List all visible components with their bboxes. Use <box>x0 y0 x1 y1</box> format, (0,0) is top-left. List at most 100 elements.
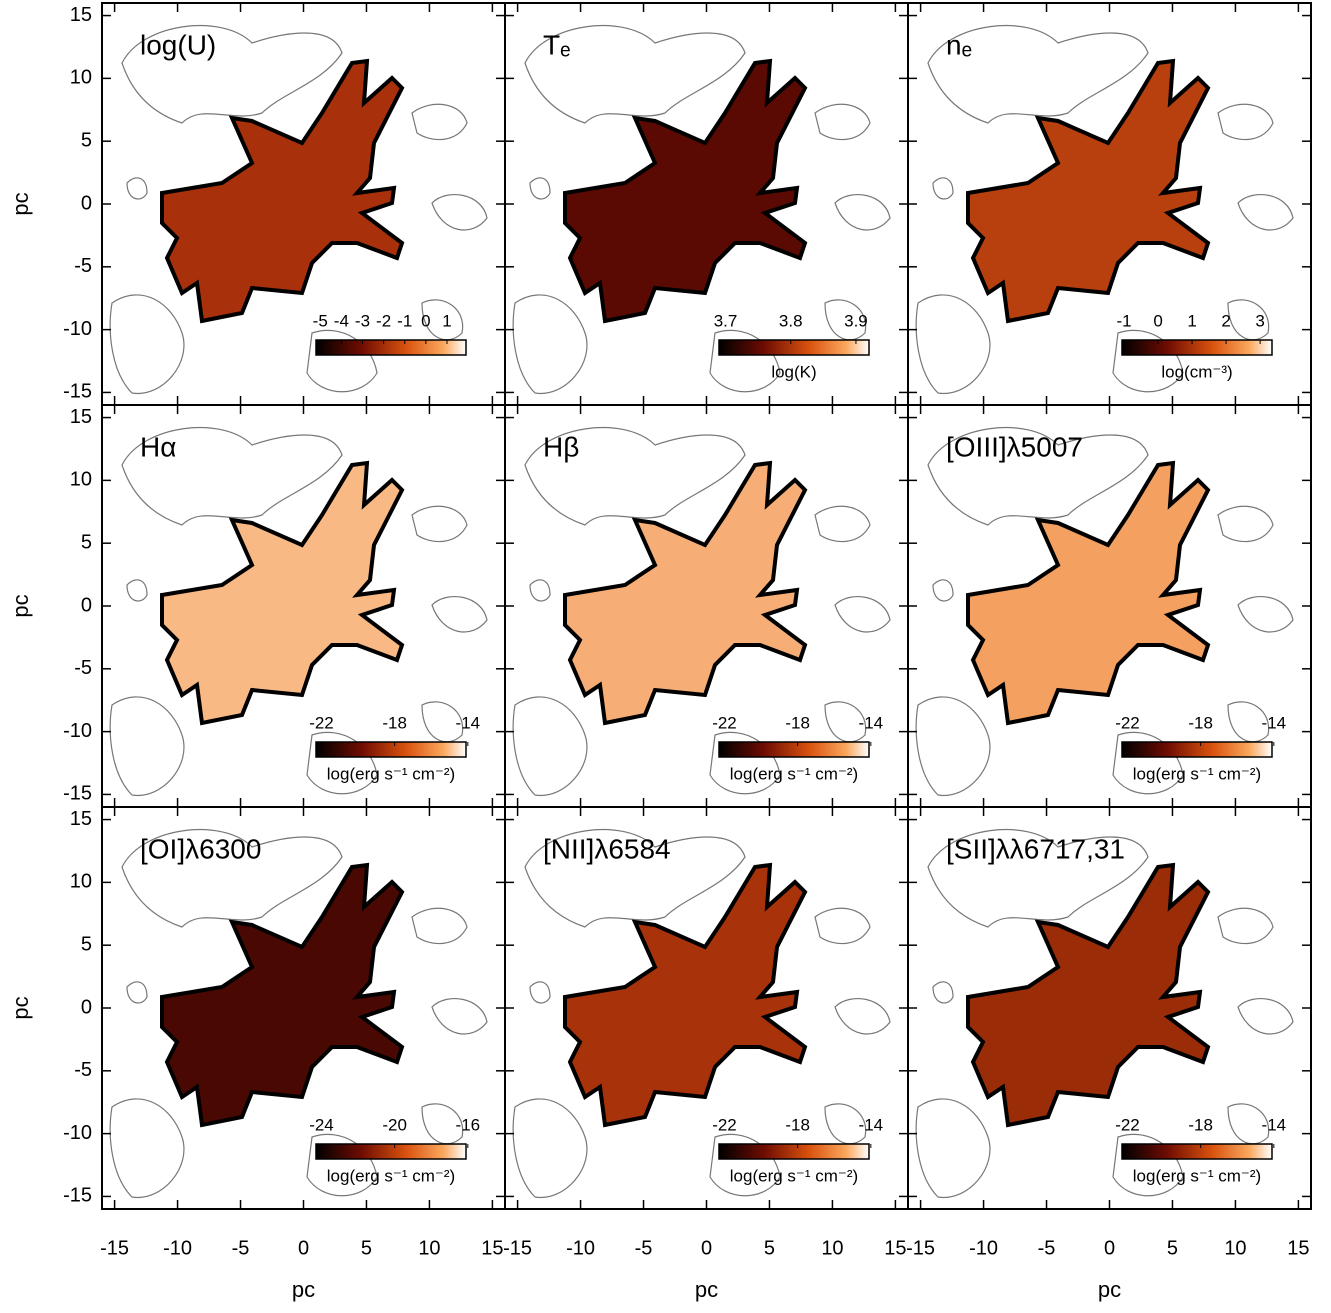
colorbar-label: log(cm⁻³) <box>1161 362 1232 381</box>
panel: -15 -10 -5 0 5 10 15 -15 -10 -5 0 5 10 15 pc pc [OI]λ630… <box>8 806 506 1302</box>
colorbar-tick-label: 3.8 <box>779 311 803 330</box>
map-region <box>966 59 1210 323</box>
colorbar-tick-label: -22 <box>1115 713 1140 732</box>
colorbar-tick-label: -22 <box>1115 1115 1140 1134</box>
x-tick-label: 5 <box>1167 1237 1178 1259</box>
colorbar-tick-label: 3.9 <box>844 311 868 330</box>
x-tick-label: -5 <box>232 1237 250 1259</box>
panel-title: log(U) <box>140 29 216 60</box>
x-axis-label: pc <box>1098 1277 1121 1302</box>
panel-title: Hα <box>140 431 176 462</box>
colorbar-label: log(erg s⁻¹ cm⁻²) <box>730 764 858 783</box>
panel-title: Hβ <box>543 431 579 462</box>
map-region <box>966 461 1210 725</box>
x-tick-label: 0 <box>298 1237 309 1259</box>
x-tick-label: 10 <box>1224 1237 1246 1259</box>
map-region <box>563 461 807 725</box>
colorbar <box>1121 339 1273 356</box>
colorbar <box>718 339 870 356</box>
x-tick-label: 0 <box>1104 1237 1115 1259</box>
colorbar-tick-label: -24 <box>309 1115 334 1134</box>
colorbar-tick-label: -4 <box>334 311 349 330</box>
colorbar-tick-label: -22 <box>712 713 737 732</box>
x-tick-label: 15 <box>1287 1237 1309 1259</box>
colorbar-tick-label: 3.7 <box>714 311 738 330</box>
colorbar-tick-label: -3 <box>355 311 370 330</box>
colorbar-tick-label: -18 <box>1188 1115 1213 1134</box>
panel-title: [OI]λ6300 <box>140 833 261 864</box>
y-tick-label: 0 <box>81 594 92 616</box>
colorbar <box>1121 1143 1273 1160</box>
colorbar-tick-label: -18 <box>785 713 810 732</box>
x-tick-label: 10 <box>821 1237 843 1259</box>
colorbar-tick-label: -18 <box>1188 713 1213 732</box>
y-tick-label: 10 <box>70 469 92 491</box>
y-tick-label: 15 <box>70 4 92 26</box>
map-region <box>160 863 404 1127</box>
map-region <box>966 863 1210 1127</box>
y-tick-label: 10 <box>70 67 92 89</box>
x-tick-label: -10 <box>969 1237 998 1259</box>
panel: [OIII]λ5007 -22 -18 -14 log(erg s⁻¹ cm⁻²) <box>907 404 1312 808</box>
x-tick-label: 5 <box>361 1237 372 1259</box>
map-region <box>160 461 404 725</box>
y-tick-label: -5 <box>74 1059 92 1081</box>
y-tick-label: -10 <box>63 1122 92 1144</box>
panel: -15 -10 -5 0 5 10 15 pc Hα -22 -18 -14 log(erg s⁻¹ c… <box>8 404 506 808</box>
y-tick-label: 5 <box>81 129 92 151</box>
panel-title: nₑ <box>946 29 972 60</box>
colorbar-tick-label: 0 <box>1153 311 1162 330</box>
panel-title: Tₑ <box>543 29 571 60</box>
y-tick-label: -5 <box>74 657 92 679</box>
colorbar-label: log(erg s⁻¹ cm⁻²) <box>1133 764 1261 783</box>
panel-title: [OIII]λ5007 <box>946 431 1083 462</box>
colorbar-tick-label: 3 <box>1255 311 1264 330</box>
x-tick-label: -5 <box>1038 1237 1056 1259</box>
y-tick-label: 15 <box>70 808 92 830</box>
colorbar <box>718 741 870 758</box>
colorbar-tick-label: -14 <box>1262 713 1287 732</box>
y-tick-label: -10 <box>63 720 92 742</box>
x-tick-label: 5 <box>764 1237 775 1259</box>
colorbar-tick-label: -1 <box>1116 311 1131 330</box>
y-tick-label: 0 <box>81 192 92 214</box>
colorbar-label: log(K) <box>771 362 816 381</box>
y-tick-label: 5 <box>81 531 92 553</box>
panel: Hβ -22 -18 -14 log(erg s⁻¹ cm⁻²) <box>504 404 909 808</box>
colorbar-tick-label: 1 <box>1187 311 1196 330</box>
y-axis-label: pc <box>8 594 33 617</box>
colorbar-label: log(erg s⁻¹ cm⁻²) <box>730 1166 858 1185</box>
y-tick-label: -15 <box>63 1185 92 1207</box>
y-tick-label: 0 <box>81 996 92 1018</box>
colorbar-tick-label: -2 <box>376 311 391 330</box>
x-tick-label: -15 <box>906 1237 935 1259</box>
y-tick-label: -10 <box>63 318 92 340</box>
x-tick-label: 15 <box>884 1237 906 1259</box>
colorbar <box>315 339 467 356</box>
x-tick-label: 10 <box>418 1237 440 1259</box>
panel: Tₑ 3.7 3.8 3.9 log(K) <box>504 2 909 406</box>
x-tick-label: -15 <box>503 1237 532 1259</box>
colorbar-label: log(erg s⁻¹ cm⁻²) <box>327 764 455 783</box>
x-tick-label: -10 <box>566 1237 595 1259</box>
colorbar-label: log(erg s⁻¹ cm⁻²) <box>327 1166 455 1185</box>
x-tick-label: -15 <box>100 1237 129 1259</box>
y-tick-label: -15 <box>63 783 92 805</box>
colorbar-tick-label: 2 <box>1221 311 1230 330</box>
colorbar <box>1121 741 1273 758</box>
colorbar-tick-label: 1 <box>442 311 451 330</box>
y-tick-label: -15 <box>63 381 92 403</box>
colorbar <box>315 741 467 758</box>
y-tick-label: -5 <box>74 255 92 277</box>
y-axis-label: pc <box>8 192 33 215</box>
x-tick-label: 0 <box>701 1237 712 1259</box>
panel: -15 -10 -5 0 5 10 15 pc [SII]λλ6717,31 -22 -18 -14 l… <box>906 806 1312 1302</box>
y-axis-label: pc <box>8 996 33 1019</box>
x-tick-label: -10 <box>163 1237 192 1259</box>
panel: nₑ -1 0 1 2 3 log(cm⁻³) <box>907 2 1312 406</box>
colorbar <box>718 1143 870 1160</box>
